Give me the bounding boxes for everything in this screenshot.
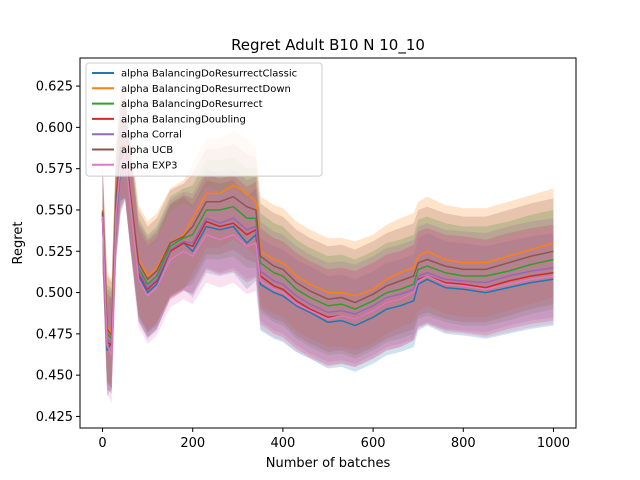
legend-label-1: alpha BalancingDoResurrectClassic	[121, 69, 297, 80]
y-tick-label: 0.425	[36, 410, 73, 425]
series-lines	[101, 143, 554, 357]
y-tick-label: 0.600	[36, 121, 73, 136]
confidence-band-4	[102, 102, 554, 394]
x-tick-label: 400	[270, 436, 295, 451]
x-tick-label: 1000	[537, 436, 570, 451]
legend-box	[85, 62, 323, 177]
legend-label-2: alpha BalancingDoResurrectDown	[121, 84, 291, 95]
legend-label-7: alpha EXP3	[121, 160, 177, 171]
y-tick-label: 0.500	[36, 286, 73, 301]
plot-area-frame	[79, 57, 577, 429]
y-axis-label: Regret	[11, 222, 26, 265]
legend-label-3: alpha BalancingDoResurrect	[121, 99, 263, 110]
x-axis-label: Number of batches	[266, 456, 391, 471]
legend: alpha BalancingDoResurrectClassic alpha B…	[85, 62, 323, 177]
legend-label-6: alpha UCB	[121, 145, 173, 156]
confidence-band-7	[102, 105, 554, 404]
x-tick-label: 800	[451, 436, 476, 451]
x-tick-label: 200	[180, 436, 205, 451]
y-tick-label: 0.450	[36, 369, 73, 384]
x-tick-label: 600	[361, 436, 386, 451]
y-tick-label: 0.525	[36, 245, 73, 260]
y-tick-label: 0.550	[36, 203, 73, 218]
series-line-7	[101, 153, 554, 357]
legend-label-5: alpha Corral	[121, 130, 182, 141]
y-axis-ticks: 0.425 0.450 0.475 0.500 0.525 0.550 0.575 0.600…	[36, 80, 80, 425]
legend-label-4: alpha BalancingDoubling	[121, 114, 246, 125]
x-tick-label: 0	[98, 436, 106, 451]
chart-title: Regret Adult B10 N 10_10	[231, 36, 425, 55]
y-tick-label: 0.625	[36, 80, 73, 95]
confidence-band-1	[102, 105, 554, 397]
series-line-6	[101, 144, 554, 337]
x-axis-ticks: 0 200 400 600 800 1000	[98, 428, 570, 451]
y-tick-label: 0.575	[36, 162, 73, 177]
y-tick-label: 0.475	[36, 327, 73, 342]
